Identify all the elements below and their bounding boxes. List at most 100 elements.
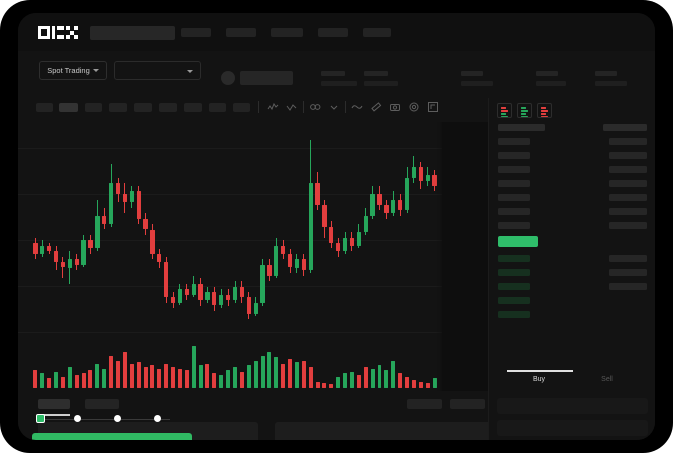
- timeframe-chip-6[interactable]: [159, 103, 177, 112]
- trading-pair-select[interactable]: [114, 61, 201, 80]
- volume-bar: [33, 370, 38, 388]
- stepper-step-4[interactable]: [154, 415, 161, 422]
- stepper-step-3[interactable]: [114, 415, 121, 422]
- orderbook-size-row[interactable]: [609, 255, 647, 262]
- orders-tab-2[interactable]: [85, 399, 119, 409]
- timeframe-chip-4[interactable]: [109, 103, 127, 112]
- orderbook-ask-row[interactable]: [498, 138, 530, 145]
- timeframe-chip-7[interactable]: [184, 103, 202, 112]
- trade-form-tabs: Buy Sell: [497, 370, 648, 394]
- timeframe-chip-2[interactable]: [59, 103, 78, 112]
- orders-action-1[interactable]: [407, 399, 442, 409]
- indicator-icon[interactable]: [309, 101, 321, 113]
- nav-item-4[interactable]: [318, 28, 348, 37]
- volume-bar: [418, 381, 423, 388]
- timeframe-chip-1[interactable]: [36, 103, 53, 112]
- volume-bar: [184, 370, 189, 388]
- volume-bar: [219, 375, 224, 388]
- candle-body: [53, 251, 59, 263]
- orders-tab-1[interactable]: [38, 399, 70, 409]
- ruler-icon[interactable]: [370, 101, 382, 113]
- orderbook-bid-row[interactable]: [498, 283, 530, 290]
- nav-item-2[interactable]: [226, 28, 256, 37]
- timeframe-chip-3[interactable]: [85, 103, 102, 112]
- nav-item-1[interactable]: [181, 28, 211, 37]
- primary-cta-button[interactable]: [32, 433, 192, 440]
- volume-bar: [432, 378, 437, 388]
- stat-last-price-value: [321, 81, 357, 86]
- orderbook-ask-row[interactable]: [498, 166, 530, 173]
- orderbook-size-row[interactable]: [609, 222, 647, 229]
- candle-body: [274, 245, 279, 276]
- order-form-field-1[interactable]: [497, 398, 648, 414]
- order-form-field-2[interactable]: [497, 420, 648, 436]
- nav-item-5[interactable]: [363, 28, 391, 37]
- camera-icon[interactable]: [389, 101, 401, 113]
- candle-body: [308, 183, 313, 271]
- orderbook-size-row[interactable]: [609, 138, 647, 145]
- orderbook-both-icon[interactable]: [497, 103, 512, 118]
- candle-body: [219, 294, 224, 306]
- orderbook-size-row[interactable]: [609, 283, 647, 290]
- stat-volume-24h-value: [595, 81, 627, 86]
- trading-mode-select[interactable]: Spot Trading: [39, 61, 107, 80]
- orders-action-2[interactable]: [450, 399, 485, 409]
- fullscreen-icon[interactable]: [427, 101, 439, 113]
- candlestick-icon[interactable]: [286, 101, 298, 113]
- volume-bar: [102, 368, 107, 388]
- bottom-panel-right[interactable]: [275, 422, 497, 440]
- search-input[interactable]: [90, 26, 175, 40]
- timeframe-chip-5[interactable]: [134, 103, 152, 112]
- orderbook-size-row[interactable]: [609, 180, 647, 187]
- orderbook-size-row[interactable]: [609, 269, 647, 276]
- orderbook-size-row[interactable]: [609, 166, 647, 173]
- order-book-rows[interactable]: [489, 124, 655, 368]
- candle-body: [81, 240, 86, 265]
- price-chart[interactable]: [18, 122, 488, 391]
- orderbook-size-row[interactable]: [609, 194, 647, 201]
- volume-bar: [411, 379, 416, 388]
- line-chart-icon[interactable]: [267, 101, 279, 113]
- stat-change-24h-label: [364, 71, 388, 76]
- candle-body: [267, 264, 272, 276]
- orderbook-size-row[interactable]: [609, 208, 647, 215]
- orderbook-ask-row[interactable]: [498, 180, 530, 187]
- candle-body: [356, 232, 361, 246]
- volume-bar: [253, 360, 258, 388]
- orderbook-asks-icon[interactable]: [537, 103, 552, 118]
- orderbook-ask-row[interactable]: [498, 208, 530, 215]
- wave-icon[interactable]: [351, 101, 363, 113]
- orderbook-ask-row[interactable]: [498, 152, 530, 159]
- candle-body: [391, 199, 396, 214]
- orderbook-ask-row[interactable]: [498, 194, 530, 201]
- stat-volume-24h-label: [595, 71, 617, 76]
- orderbook-bid-row[interactable]: [498, 255, 530, 262]
- orderbook-spread-row[interactable]: [498, 236, 538, 247]
- candle-body: [60, 262, 66, 268]
- timeframe-chip-9[interactable]: [233, 103, 250, 112]
- buy-tab-underline: [507, 370, 573, 372]
- orderbook-ask-row[interactable]: [498, 222, 530, 229]
- orderbook-col-header-left: [498, 124, 545, 131]
- orderbook-size-row[interactable]: [609, 152, 647, 159]
- timeframe-chip-8[interactable]: [209, 103, 226, 112]
- orderbook-bids-icon[interactable]: [517, 103, 532, 118]
- stepper-step-1[interactable]: [36, 414, 45, 423]
- candle-body: [398, 199, 403, 211]
- stepper-step-2[interactable]: [74, 415, 81, 422]
- tab-sell[interactable]: Sell: [601, 376, 613, 383]
- orders-tab-bar: [18, 391, 488, 419]
- volume-bar: [143, 367, 148, 388]
- candle-body: [287, 253, 293, 268]
- orderbook-bid-row[interactable]: [498, 269, 530, 276]
- orderbook-bid-row[interactable]: [498, 297, 530, 304]
- orderbook-bid-row[interactable]: [498, 311, 530, 318]
- nav-item-3[interactable]: [271, 28, 303, 37]
- logo-letter-o: [38, 26, 50, 39]
- candle-body: [109, 183, 114, 225]
- chevron-down-icon[interactable]: [328, 101, 340, 113]
- settings-icon[interactable]: [408, 101, 420, 113]
- candle-body: [253, 302, 258, 314]
- tab-buy[interactable]: Buy: [532, 376, 546, 383]
- okx-logo[interactable]: [38, 26, 80, 39]
